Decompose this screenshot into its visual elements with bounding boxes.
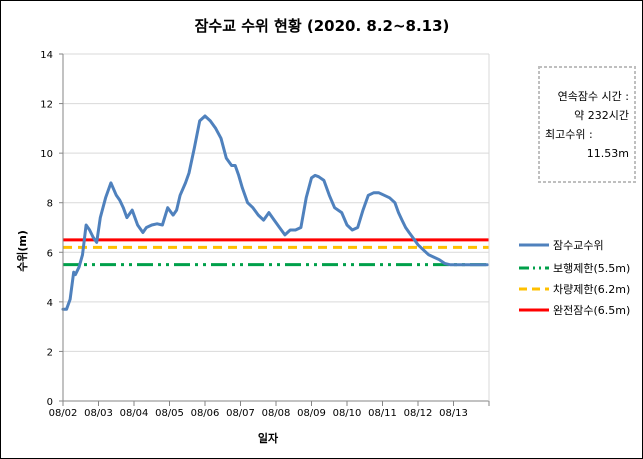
x-tick-label: 08/08: [262, 408, 291, 419]
y-tick-label: 2: [47, 347, 53, 358]
x-tick-label: 08/10: [333, 408, 362, 419]
legend-label-full-submersion: 완전잠수(6.5m): [553, 304, 630, 317]
x-tick-label: 08/04: [120, 408, 149, 419]
info-continuous-label: 연속잠수 시간 :: [558, 90, 629, 103]
legend-label-vehicle-limit: 차량제한(6.2m): [553, 283, 630, 296]
legend-label-water-level: 잠수교수위: [553, 239, 604, 252]
x-axis-title: 일자: [258, 431, 279, 445]
y-tick-label: 4: [47, 298, 53, 309]
y-tick-label: 14: [40, 50, 53, 61]
x-tick-label: 08/03: [84, 408, 113, 419]
y-tick-label: 0: [47, 397, 53, 408]
y-tick-label: 6: [47, 248, 53, 259]
y-tick-label: 10: [40, 149, 53, 160]
info-box: 연속잠수 시간 : 약 232시간 최고수위 : 11.53m: [538, 66, 636, 183]
info-max-value: 11.53m: [587, 147, 629, 160]
x-tick-label: 08/13: [439, 408, 468, 419]
x-tick-label: 08/11: [368, 408, 397, 419]
x-tick-label: 08/12: [404, 408, 433, 419]
info-continuous-value: 약 232시간: [574, 108, 629, 122]
water-level-series-line: [61, 114, 489, 311]
legend: 잠수교수위 보행제한(5.5m) 차량제한(6.2m) 완전잠수(6.5m): [519, 239, 630, 317]
x-tick-label: 08/02: [49, 408, 78, 419]
chart-title: 잠수교 수위 현황 (2020. 8.2~8.13): [195, 17, 450, 35]
x-tick-label: 08/07: [226, 408, 255, 419]
info-max-label: 최고수위 :: [545, 128, 593, 141]
legend-label-pedestrian-limit: 보행제한(5.5m): [553, 262, 630, 275]
x-tick-label: 08/06: [191, 408, 220, 419]
y-axis-title: 수위(m): [16, 230, 29, 272]
x-tick-label: 08/05: [155, 408, 184, 419]
info-box-border: [538, 66, 636, 183]
x-tick-label: 08/09: [297, 408, 326, 419]
y-tick-label: 8: [47, 199, 53, 210]
y-tick-label: 12: [40, 100, 53, 111]
